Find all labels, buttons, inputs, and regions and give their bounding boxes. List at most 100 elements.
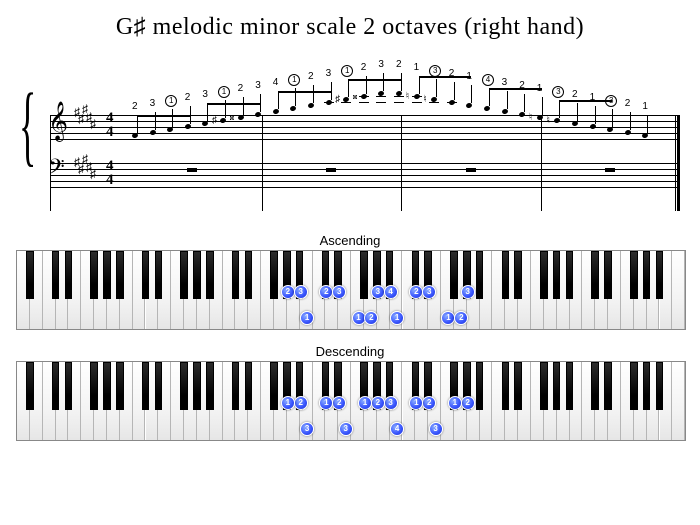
note-accidental: ♮ (546, 115, 550, 126)
note-accidental: ♮ (529, 112, 533, 123)
black-key (656, 362, 664, 410)
fingering-number: 3 (150, 98, 156, 109)
white-key (672, 251, 685, 329)
grand-staff-score: { 𝄞 ♯♯♯♯♯ 4 4 𝄢 ♯♯♯♯♯ 4 4 231231♯2𝄪34123… (20, 59, 680, 209)
black-key (65, 362, 73, 410)
note-stem (436, 79, 437, 97)
note-head (466, 102, 473, 108)
black-key (26, 251, 34, 299)
black-key (270, 251, 278, 299)
fingering-number: 1 (288, 74, 300, 86)
note-accidental: 𝄪 (230, 112, 235, 123)
fingering-number: 3 (552, 86, 564, 98)
black-key (604, 362, 612, 410)
fingering-number: 2 (572, 89, 578, 100)
black-key (360, 251, 368, 299)
beam (278, 91, 331, 93)
black-key (502, 251, 510, 299)
black-key (553, 362, 561, 410)
whole-rest (187, 168, 197, 172)
fingering-number: 2 (396, 59, 402, 70)
black-key (232, 362, 240, 410)
black-key (630, 251, 638, 299)
fingering-marker: 1 (448, 396, 462, 410)
note-stem (383, 73, 384, 91)
note-stem (454, 82, 455, 100)
black-key (514, 362, 522, 410)
note-stem (419, 76, 420, 94)
fingering-number: 1 (341, 65, 353, 77)
note-stem (595, 106, 596, 124)
fingering-marker: 2 (281, 285, 295, 299)
black-key (245, 362, 253, 410)
note-head (642, 132, 649, 138)
note-head (554, 117, 561, 123)
note-head (307, 102, 314, 108)
black-key (142, 362, 150, 410)
ledger-line (359, 96, 369, 97)
black-key (52, 251, 60, 299)
fingering-number: 3 (326, 68, 332, 79)
note-accidental: ♮ (423, 94, 427, 105)
note-stem (137, 115, 138, 133)
fingering-marker: 3 (339, 422, 353, 436)
fingering-marker: 2 (461, 396, 475, 410)
ledger-line (394, 102, 404, 103)
note-accidental: ♯ (212, 115, 217, 126)
fingering-number: 2 (519, 80, 525, 91)
note-stem (313, 85, 314, 103)
black-key (476, 251, 484, 299)
fingering-marker: 4 (384, 285, 398, 299)
whole-rest (466, 168, 476, 172)
black-key (65, 251, 73, 299)
note-stem (260, 94, 261, 112)
note-head (272, 108, 279, 114)
note-head (149, 129, 156, 135)
fingering-marker: 1 (281, 396, 295, 410)
note-stem (295, 88, 296, 106)
note-accidental: ♮ (406, 91, 410, 102)
fingering-number: 2 (132, 101, 138, 112)
black-key (103, 251, 111, 299)
note-stem (172, 109, 173, 127)
page-title: G♯ melodic minor scale 2 octaves (right … (16, 14, 684, 41)
descending-title: Descending (16, 344, 684, 359)
fingering-number: 3 (605, 95, 617, 107)
note-head (202, 120, 209, 126)
fingering-number: 1 (218, 86, 230, 98)
fingering-number: 2 (625, 98, 631, 109)
note-head (184, 123, 191, 129)
note-stem (507, 91, 508, 109)
fingering-number: 1 (414, 62, 420, 73)
descending-keyboard: A0C1C2C3C4C5C6C7C8213214321321321 (16, 361, 686, 441)
beam (348, 79, 401, 81)
black-key (90, 251, 98, 299)
black-key (566, 251, 574, 299)
ascending-title: Ascending (16, 233, 684, 248)
note-stem (577, 103, 578, 121)
fingering-number: 4 (482, 74, 494, 86)
ledger-line (359, 102, 369, 103)
note-stem (348, 79, 349, 97)
ledger-line (412, 102, 422, 103)
fingering-number: 1 (165, 95, 177, 107)
note-head (219, 117, 226, 123)
black-key (116, 251, 124, 299)
black-key (502, 362, 510, 410)
note-head (237, 114, 244, 120)
ascending-keyboard: A0C1C2C3C4C5C6C7C8231231234123123 (16, 250, 686, 330)
black-key (206, 251, 214, 299)
black-key (193, 251, 201, 299)
fingering-number: 2 (185, 92, 191, 103)
fingering-marker: 2 (371, 396, 385, 410)
ledger-line (376, 102, 386, 103)
fingering-marker: 4 (390, 422, 404, 436)
black-key (450, 251, 458, 299)
fingering-marker: 3 (384, 396, 398, 410)
black-key (103, 362, 111, 410)
note-head (536, 114, 543, 120)
ascending-section: Ascending A0C1C2C3C4C5C6C7C8231231234123… (16, 233, 684, 330)
fingering-marker: 1 (390, 311, 404, 325)
descending-section: Descending A0C1C2C3C4C5C6C7C821321432132… (16, 344, 684, 441)
black-key (193, 362, 201, 410)
